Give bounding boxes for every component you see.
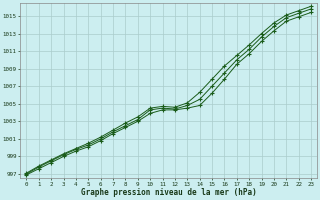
X-axis label: Graphe pression niveau de la mer (hPa): Graphe pression niveau de la mer (hPa) — [81, 188, 257, 197]
